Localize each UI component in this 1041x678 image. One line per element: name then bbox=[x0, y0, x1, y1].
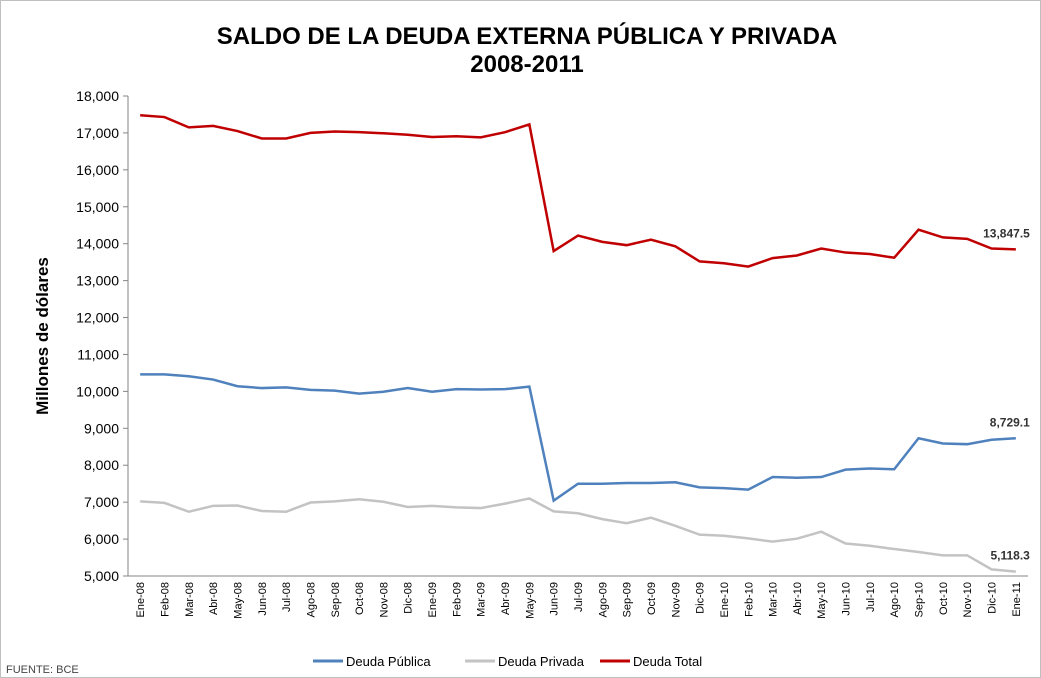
y-tick-label: 12,000 bbox=[76, 310, 119, 326]
y-tick-label: 11,000 bbox=[77, 346, 119, 362]
data-label: 13,847.5 bbox=[983, 226, 1030, 240]
x-tick-label: Ago-08 bbox=[305, 582, 317, 617]
series-line bbox=[140, 497, 1016, 573]
x-tick-label: May-09 bbox=[524, 582, 536, 619]
x-tick-label: Dic-10 bbox=[987, 582, 999, 614]
x-tick-label: Jul-09 bbox=[573, 582, 585, 612]
x-tick-label: Ago-09 bbox=[597, 582, 609, 617]
x-tick-label: Oct-08 bbox=[354, 582, 366, 615]
y-tick-label: 7,000 bbox=[84, 494, 119, 510]
x-tick-label: Feb-10 bbox=[743, 582, 755, 617]
x-tick-label: Ene-08 bbox=[135, 582, 147, 617]
y-axis-label: Millones de dólares bbox=[33, 257, 52, 415]
x-tick-label: Ene-11 bbox=[1011, 582, 1023, 617]
x-tick-label: Abr-10 bbox=[792, 582, 804, 615]
x-tick-label: Jul-10 bbox=[865, 582, 877, 612]
x-tick-label: Nov-09 bbox=[670, 582, 682, 617]
legend-label: Deuda Privada bbox=[498, 654, 585, 669]
x-tick-label: Abr-08 bbox=[208, 582, 220, 615]
chart-subtitle: 2008-2011 bbox=[470, 51, 583, 78]
x-tick-label: Sep-09 bbox=[622, 582, 634, 617]
x-tick-label: Sep-10 bbox=[914, 582, 926, 617]
y-tick-label: 6,000 bbox=[84, 531, 119, 547]
x-tick-label: Ene-09 bbox=[427, 582, 439, 617]
x-tick-label: Dic-08 bbox=[403, 582, 415, 614]
x-tick-label: May-08 bbox=[232, 582, 244, 619]
x-tick-label: Dic-09 bbox=[695, 582, 707, 614]
series-line bbox=[140, 373, 1016, 503]
x-tick-label: Oct-09 bbox=[646, 582, 658, 615]
x-tick-label: Ene-10 bbox=[719, 582, 731, 617]
y-tick-label: 14,000 bbox=[76, 236, 119, 252]
x-tick-label: Ago-10 bbox=[889, 582, 901, 617]
x-tick-label: Oct-10 bbox=[938, 582, 950, 615]
x-tick-label: Jun-10 bbox=[841, 582, 853, 616]
y-tick-label: 9,000 bbox=[84, 420, 119, 436]
x-tick-label: Feb-08 bbox=[159, 582, 171, 617]
y-tick-label: 5,000 bbox=[84, 568, 119, 584]
x-tick-label: Jun-09 bbox=[549, 582, 561, 616]
y-tick-label: 13,000 bbox=[76, 273, 119, 289]
x-tick-label: Nov-08 bbox=[378, 582, 390, 617]
x-tick-label: Mar-10 bbox=[768, 582, 780, 617]
x-tick-label: Feb-09 bbox=[451, 582, 463, 617]
x-tick-label: May-10 bbox=[816, 582, 828, 619]
x-tick-label: Jul-08 bbox=[281, 582, 293, 612]
y-tick-label: 16,000 bbox=[76, 162, 119, 178]
x-tick-label: Mar-08 bbox=[184, 582, 196, 617]
y-tick-label: 10,000 bbox=[76, 383, 119, 399]
y-tick-label: 15,000 bbox=[76, 199, 119, 215]
x-tick-label: Sep-08 bbox=[330, 582, 342, 617]
data-label: 5,118.3 bbox=[990, 549, 1030, 563]
legend-label: Deuda Pública bbox=[346, 654, 431, 669]
chart-title: SALDO DE LA DEUDA EXTERNA PÚBLICA Y PRIV… bbox=[217, 22, 838, 50]
y-tick-label: 17,000 bbox=[76, 125, 119, 141]
x-tick-label: Mar-09 bbox=[476, 582, 488, 617]
y-tick-label: 18,000 bbox=[76, 88, 119, 104]
source: FUENTE: BCE bbox=[6, 664, 79, 676]
series-line bbox=[140, 113, 1016, 268]
x-tick-label: Jun-08 bbox=[257, 582, 269, 616]
data-label: 8,729.1 bbox=[990, 415, 1030, 429]
legend-label: Deuda Total bbox=[633, 654, 702, 669]
x-tick-label: Nov-10 bbox=[962, 582, 974, 617]
x-tick-label: Abr-09 bbox=[500, 582, 512, 615]
y-tick-label: 8,000 bbox=[84, 457, 119, 473]
